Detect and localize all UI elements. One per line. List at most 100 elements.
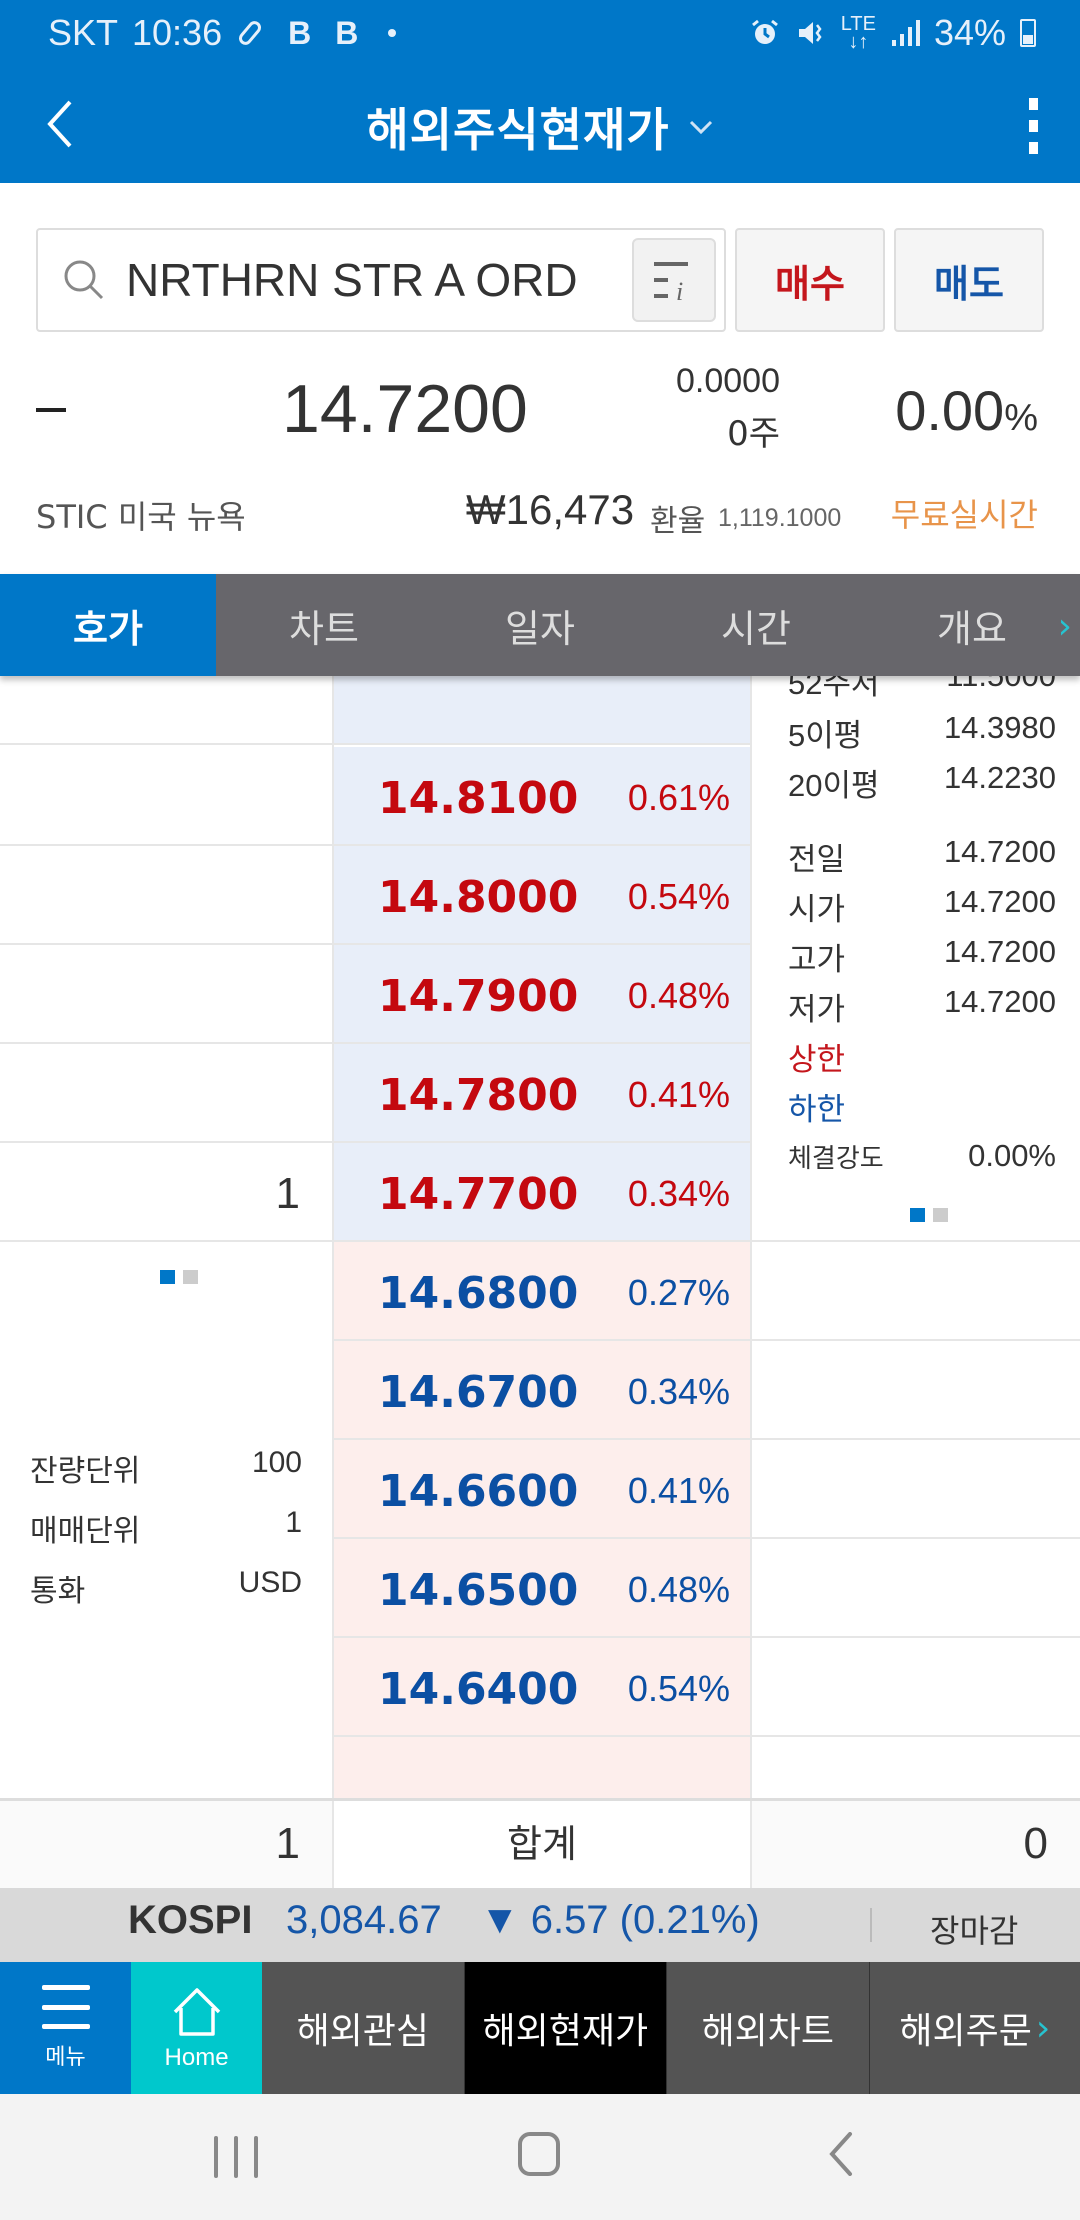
bid-qty-row — [752, 1539, 1080, 1638]
bid-qty-row — [752, 1341, 1080, 1440]
ask-qty-row — [0, 747, 332, 846]
divider — [870, 1908, 872, 1942]
ask-price-row[interactable]: 14.8100 0.61% — [334, 747, 750, 846]
recent-apps-icon[interactable] — [214, 2136, 258, 2178]
stat-prev-close: 전일 14.7200 — [788, 834, 1056, 877]
index-change: ▼ 6.57 (0.21%) — [480, 1898, 760, 1942]
krw-price: ₩16,473 — [466, 486, 635, 533]
tab-daily[interactable]: 일자 — [505, 606, 575, 651]
bid-qty-row — [752, 1638, 1080, 1737]
trade-unit-row: 매매단위 1 — [30, 1506, 302, 1548]
nav-overseas-order[interactable]: 해외주문 › — [869, 1962, 1080, 2094]
ask-qty-row: 1 — [0, 1143, 332, 1242]
page-indicator — [160, 1270, 198, 1284]
realtime-badge[interactable]: 무료실시간 — [890, 496, 1038, 534]
ask-qty-row — [0, 676, 332, 745]
tab-chart[interactable]: 차트 — [289, 606, 359, 651]
ask-total: 1 — [275, 1819, 300, 1868]
nav-overseas-quote[interactable]: 해외현재가 — [464, 1962, 668, 2094]
ask-qty-row — [0, 1044, 332, 1143]
page-title[interactable]: 해외주식현재가 — [0, 94, 1080, 160]
stat-ma5: 5이평 14.3980 — [788, 710, 1056, 753]
signal-icon — [891, 20, 920, 46]
divider — [752, 1143, 1080, 1242]
kebab-menu-icon[interactable] — [1026, 98, 1040, 154]
system-home-icon[interactable] — [518, 2132, 560, 2176]
market-status: 장마감 — [930, 1913, 1019, 1949]
stat-ma20: 20이평 14.2230 — [788, 760, 1056, 803]
stat-lower-limit: 하한 — [788, 1092, 846, 1127]
ask-price-row[interactable] — [334, 676, 750, 745]
index-value: 3,084.67 — [286, 1898, 442, 1942]
status-bar: SKT 10:36 B B LTE ↓↑ 34% — [0, 0, 1080, 66]
bid-price-row[interactable]: 14.6400 0.54% — [334, 1638, 750, 1737]
tab-overview[interactable]: 개요 — [937, 606, 1007, 651]
ask-price-row[interactable]: 14.7900 0.48% — [334, 945, 750, 1044]
b-app-icon: B — [288, 14, 312, 51]
bid-qty-row — [752, 1440, 1080, 1539]
ask-price-row[interactable]: 14.7800 0.41% — [334, 1044, 750, 1143]
tab-hoga[interactable]: 호가 — [0, 574, 216, 676]
change-direction-indicator — [36, 408, 66, 412]
svg-text:i: i — [676, 277, 683, 302]
carrier: SKT — [48, 12, 119, 53]
menu-button[interactable]: 메뉴 — [0, 1962, 132, 2094]
currency-row: 통화 USD — [30, 1566, 302, 1608]
app-header: 해외주식현재가 — [0, 66, 1080, 183]
hamburger-icon — [41, 1985, 90, 2029]
system-back-icon[interactable] — [826, 2132, 856, 2176]
bid-price-row[interactable]: 14.6500 0.48% — [334, 1539, 750, 1638]
search-icon — [64, 260, 104, 300]
nav-overseas-watchlist[interactable]: 해외관심 — [262, 1962, 465, 2094]
chevron-down-icon — [689, 120, 712, 135]
tab-time[interactable]: 시간 — [721, 606, 791, 651]
ask-qty-row — [0, 846, 332, 945]
home-icon — [173, 1988, 220, 2036]
bid-price-row[interactable]: 14.6800 0.27% — [334, 1242, 750, 1341]
current-price: 14.7200 — [282, 371, 528, 447]
ask-price-row[interactable]: 14.7700 0.34% — [334, 1143, 750, 1242]
ask-qty-row — [0, 945, 332, 1044]
buy-button[interactable]: 매수 — [735, 228, 885, 332]
total-row: 1 합계 0 — [0, 1798, 1080, 1888]
b-app-icon: B — [335, 14, 359, 51]
sell-button[interactable]: 매도 — [894, 228, 1044, 332]
detail-tabs: 호가 차트 일자 시간 개요 › — [0, 574, 1080, 676]
stat-high: 고가 14.7200 — [788, 934, 1056, 977]
lot-unit-row: 잔량단위 100 — [30, 1446, 302, 1488]
symbol-search-input[interactable]: NRTHRN STR A ORD i — [36, 228, 726, 332]
dot-icon — [388, 29, 397, 37]
lte-icon: LTE ↓↑ — [840, 13, 876, 53]
change-percent: 0.00% — [895, 379, 1038, 442]
nav-overseas-chart[interactable]: 해외차트 — [667, 1962, 870, 2094]
list-info-button[interactable]: i — [632, 238, 716, 322]
market-label: STIC 미국 뉴욕 — [36, 498, 246, 536]
total-label: 합계 — [332, 1801, 752, 1888]
index-ticker[interactable]: KOSPI 3,084.67 ▼ 6.57 (0.21%) 장마감 — [0, 1888, 1080, 1962]
index-name: KOSPI — [128, 1898, 253, 1942]
bid-qty-row — [752, 1242, 1080, 1341]
bid-price-row[interactable]: 14.6600 0.41% — [334, 1440, 750, 1539]
order-book[interactable]: 1 잔량단위 100 매매단위 1 통화 USD 14.8100 0.61% 14.80… — [0, 676, 1080, 1798]
stat-low: 저가 14.7200 — [788, 984, 1056, 1027]
stat-open: 시가 14.7200 — [788, 884, 1056, 927]
chevron-right-icon[interactable]: › — [1057, 606, 1072, 647]
battery-icon — [1020, 19, 1036, 47]
fx-label: 환율 — [650, 504, 706, 539]
stat-upper-limit: 상한 — [788, 1042, 846, 1077]
bid-price-row[interactable] — [334, 1737, 750, 1798]
bid-price-row[interactable]: 14.6700 0.34% — [334, 1341, 750, 1440]
stat-strength: 체결강도 0.00% — [788, 1138, 1056, 1173]
system-nav-bar — [0, 2094, 1080, 2220]
alarm-icon — [751, 19, 778, 44]
back-arrow-icon[interactable] — [40, 94, 80, 154]
volume: 0주 — [727, 414, 780, 454]
price-column: 14.8100 0.61% 14.8000 0.54% 14.7900 0.48% 1… — [332, 676, 752, 1798]
ask-price-row[interactable]: 14.8000 0.54% — [334, 846, 750, 945]
fx-rate: 1,119.1000 — [718, 504, 842, 532]
battery-percent: 34% — [933, 12, 1006, 53]
home-button[interactable]: Home — [131, 1962, 263, 2094]
mute-vibrate-icon — [798, 22, 822, 44]
